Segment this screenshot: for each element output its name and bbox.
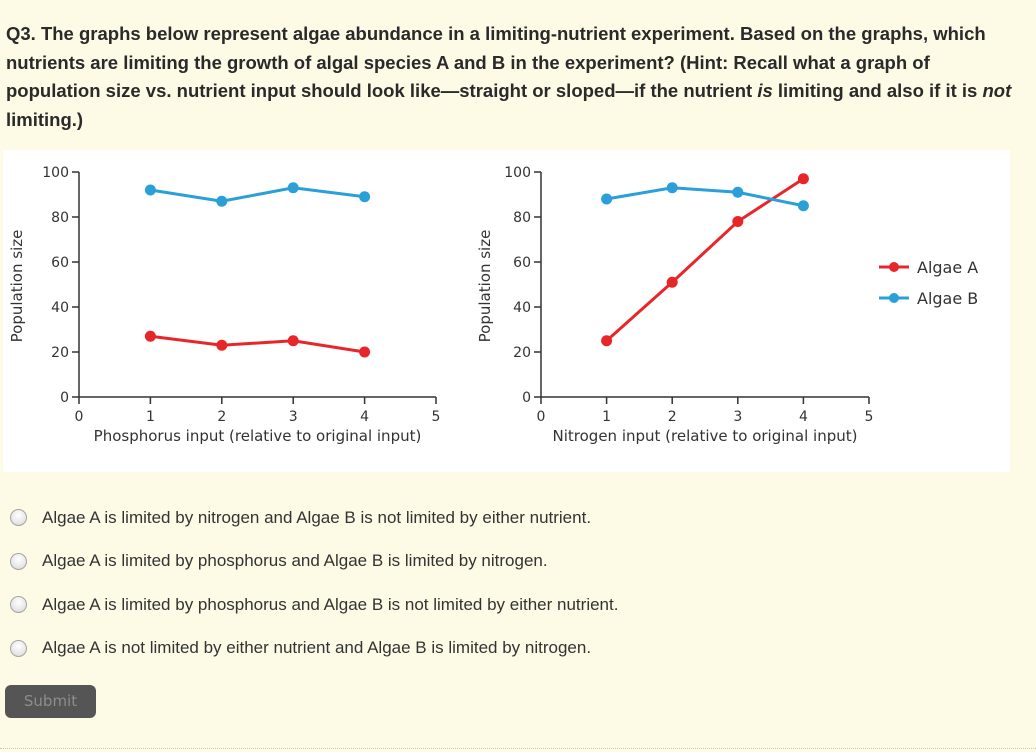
choice-4-radio[interactable] <box>10 639 27 657</box>
x-tick-label: 4 <box>799 409 808 425</box>
x-tick-label: 3 <box>733 409 742 425</box>
series-line-algae-a <box>605 177 805 342</box>
bottom-divider <box>0 748 1036 749</box>
choice-4-label[interactable]: Algae A is not limited by either nutrien… <box>42 638 592 658</box>
chart-2: 0 20 40 60 80 100 0 1 2 3 4 5 Nitrogen input (relati… <box>476 165 978 445</box>
choice-3-radio[interactable] <box>10 596 27 614</box>
data-point-algae-b <box>601 193 613 205</box>
y-tick-label: 0 <box>522 390 531 406</box>
data-point-algae-a <box>144 330 156 342</box>
choice-1-radio[interactable] <box>10 509 27 527</box>
question-text: Q3. The graphs below represent algae abu… <box>6 20 1026 134</box>
question-part-2: limiting and also if it is <box>772 80 983 101</box>
choice-3-label[interactable]: Algae A is limited by phosphorus and Alg… <box>42 594 619 614</box>
x-tick-label: 2 <box>217 409 226 425</box>
legend-label-algae-a: Algae A <box>917 258 978 277</box>
y-tick-label: 80 <box>513 210 531 226</box>
x-tick-label: 3 <box>289 409 298 425</box>
y-axis-label: Population size <box>476 230 494 343</box>
series-line-algae-b <box>150 186 365 203</box>
x-tick-label: 0 <box>537 409 546 425</box>
chart-1: 0 20 40 60 80 100 0 1 2 3 4 5 Phosphorus input (rela… <box>8 165 440 445</box>
x-tick-label: 1 <box>602 409 611 425</box>
y-tick-label: 40 <box>51 300 69 316</box>
data-point-algae-b <box>144 184 156 196</box>
choice-2[interactable]: Algae A is limited by phosphorus and Alg… <box>10 540 618 584</box>
data-point-algae-b <box>359 191 371 203</box>
legend-label-algae-b: Algae B <box>917 289 978 308</box>
x-axis-label: Nitrogen input (relative to original inp… <box>553 427 858 445</box>
y-tick-label: 0 <box>60 390 69 406</box>
x-tick-label: 0 <box>75 409 84 425</box>
data-point-algae-a <box>359 346 371 358</box>
y-tick-label: 40 <box>513 300 531 316</box>
series-line-algae-a <box>150 334 365 354</box>
graphs-figure: 0 20 40 60 80 100 0 1 2 3 4 5 Phosphorus input (rela… <box>3 150 1010 472</box>
data-point-algae-a <box>666 276 678 288</box>
y-tick-label: 20 <box>51 345 69 361</box>
series-line-algae-b <box>606 186 804 208</box>
data-point-algae-a <box>216 339 228 351</box>
choice-2-radio[interactable] <box>10 552 27 570</box>
question-emphasis-is: is <box>757 80 773 101</box>
choice-4[interactable]: Algae A is not limited by either nutrien… <box>10 627 618 671</box>
x-tick-label: 5 <box>865 409 874 425</box>
y-tick-label: 60 <box>51 255 69 271</box>
answer-choices: Algae A is limited by nitrogen and Algae… <box>10 496 618 670</box>
question-part-1: Q3. The graphs below represent algae abu… <box>6 23 986 101</box>
data-point-algae-a <box>732 216 744 227</box>
y-axis-label: Population size <box>8 230 26 343</box>
data-point-algae-b <box>216 195 228 207</box>
choice-2-label[interactable]: Algae A is limited by phosphorus and Alg… <box>42 551 548 571</box>
choice-3[interactable]: Algae A is limited by phosphorus and Alg… <box>10 583 618 627</box>
data-point-algae-a <box>287 335 299 347</box>
y-tick-label: 60 <box>513 255 531 271</box>
legend-marker-algae-a <box>889 262 899 272</box>
data-point-algae-a <box>797 173 809 185</box>
data-point-algae-b <box>732 186 744 198</box>
y-tick-label: 80 <box>51 210 69 226</box>
data-point-algae-b <box>666 182 678 194</box>
choice-1[interactable]: Algae A is limited by nitrogen and Algae… <box>10 496 618 540</box>
x-tick-label: 4 <box>360 409 369 425</box>
question-part-3: limiting.) <box>6 108 84 130</box>
submit-button[interactable]: Submit <box>5 685 96 718</box>
x-axis-label: Phosphorus input (relative to original i… <box>94 427 422 445</box>
data-point-algae-b <box>287 182 299 194</box>
data-point-algae-a <box>601 335 613 347</box>
question-emphasis-not: not <box>982 80 1012 101</box>
x-tick-label: 5 <box>432 409 441 425</box>
y-tick-label: 100 <box>504 165 531 181</box>
x-tick-label: 2 <box>668 409 677 425</box>
y-tick-label: 100 <box>42 165 69 181</box>
x-tick-label: 1 <box>146 409 155 425</box>
y-tick-label: 20 <box>513 345 531 361</box>
data-point-algae-b <box>797 200 809 212</box>
legend-marker-algae-b <box>889 293 899 303</box>
choice-1-label[interactable]: Algae A is limited by nitrogen and Algae… <box>42 507 592 527</box>
